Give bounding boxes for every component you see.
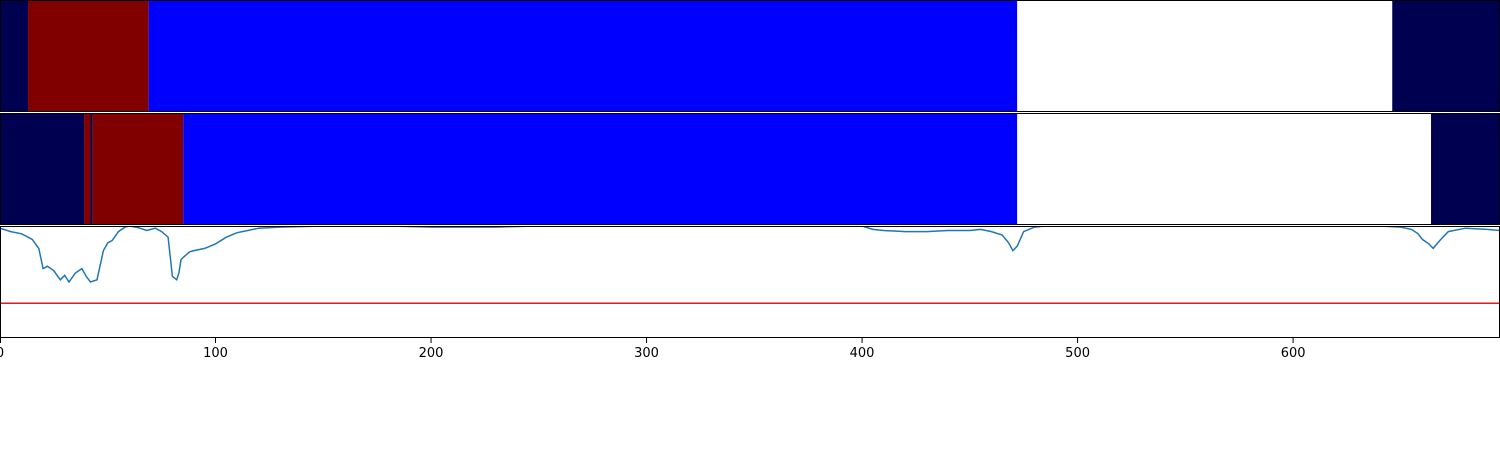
x-tick-label-100: 100	[203, 346, 228, 361]
x-tick-label-300: 300	[634, 346, 659, 361]
signal-plot	[0, 226, 1500, 305]
segment-2-4	[183, 113, 1018, 225]
signal-line	[0, 226, 1500, 284]
segment-2-3	[92, 113, 184, 225]
segment-2-0	[0, 113, 85, 225]
segment-track-2	[0, 113, 1500, 225]
x-axis: 0 100 200 300 400 500 600	[0, 338, 1306, 361]
panel-frame-3	[0, 226, 1500, 338]
segment-2-2	[90, 113, 93, 225]
segment-1-2	[148, 0, 1018, 112]
segment-2-6	[1431, 113, 1500, 225]
x-tick-label-500: 500	[1065, 346, 1090, 361]
segment-1-4	[1392, 0, 1500, 112]
x-tick-label-400: 400	[850, 346, 875, 361]
segment-1-3	[1017, 0, 1393, 112]
segment-1-0	[0, 0, 29, 112]
x-tick-label-600: 600	[1281, 346, 1306, 361]
segment-2-5	[1017, 113, 1432, 225]
x-tick-label-200: 200	[419, 346, 444, 361]
segment-track-1	[0, 0, 1500, 112]
x-tick-label-0: 0	[0, 346, 4, 361]
segment-1-1	[28, 0, 149, 112]
segment-2-1	[84, 113, 91, 225]
